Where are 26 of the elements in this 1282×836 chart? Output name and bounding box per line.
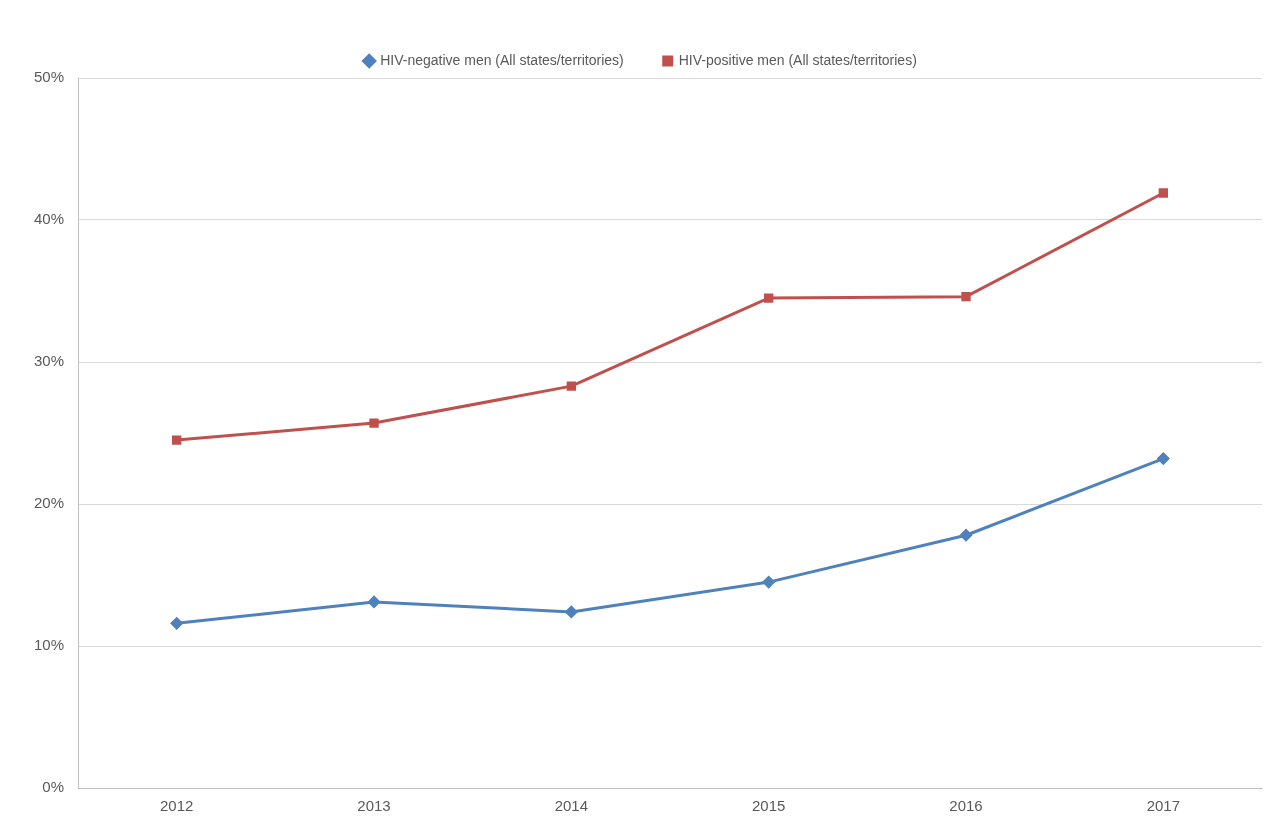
y-tick-label: 50% (33, 68, 65, 86)
point (762, 576, 775, 589)
legend-label: HIV-negative men (All states/territories) (380, 51, 624, 68)
y-tick-label: 30% (33, 352, 65, 370)
point (960, 529, 973, 542)
point (566, 381, 577, 391)
x-tick-label: 2014 (554, 797, 589, 815)
x-tick-label: 2013 (357, 797, 391, 815)
x-tick-label: 2016 (949, 797, 983, 815)
point (1157, 452, 1170, 465)
point (961, 292, 971, 302)
y-tick-label: 40% (33, 210, 65, 228)
point (763, 293, 774, 303)
x-tick-label: 2012 (160, 797, 194, 815)
x-tick-label: 2015 (751, 797, 786, 815)
point (1158, 188, 1169, 198)
point (369, 418, 379, 428)
y-tick-label: 10% (33, 636, 65, 654)
point (170, 617, 183, 630)
x-tick-label: 2017 (1146, 797, 1181, 815)
y-tick-label: 0% (42, 778, 65, 796)
y-tick-label: 20% (33, 494, 65, 512)
point (172, 435, 182, 445)
point (368, 595, 381, 608)
point (565, 605, 578, 618)
legend-label: HIV-positive men (All states/territories) (678, 51, 917, 68)
